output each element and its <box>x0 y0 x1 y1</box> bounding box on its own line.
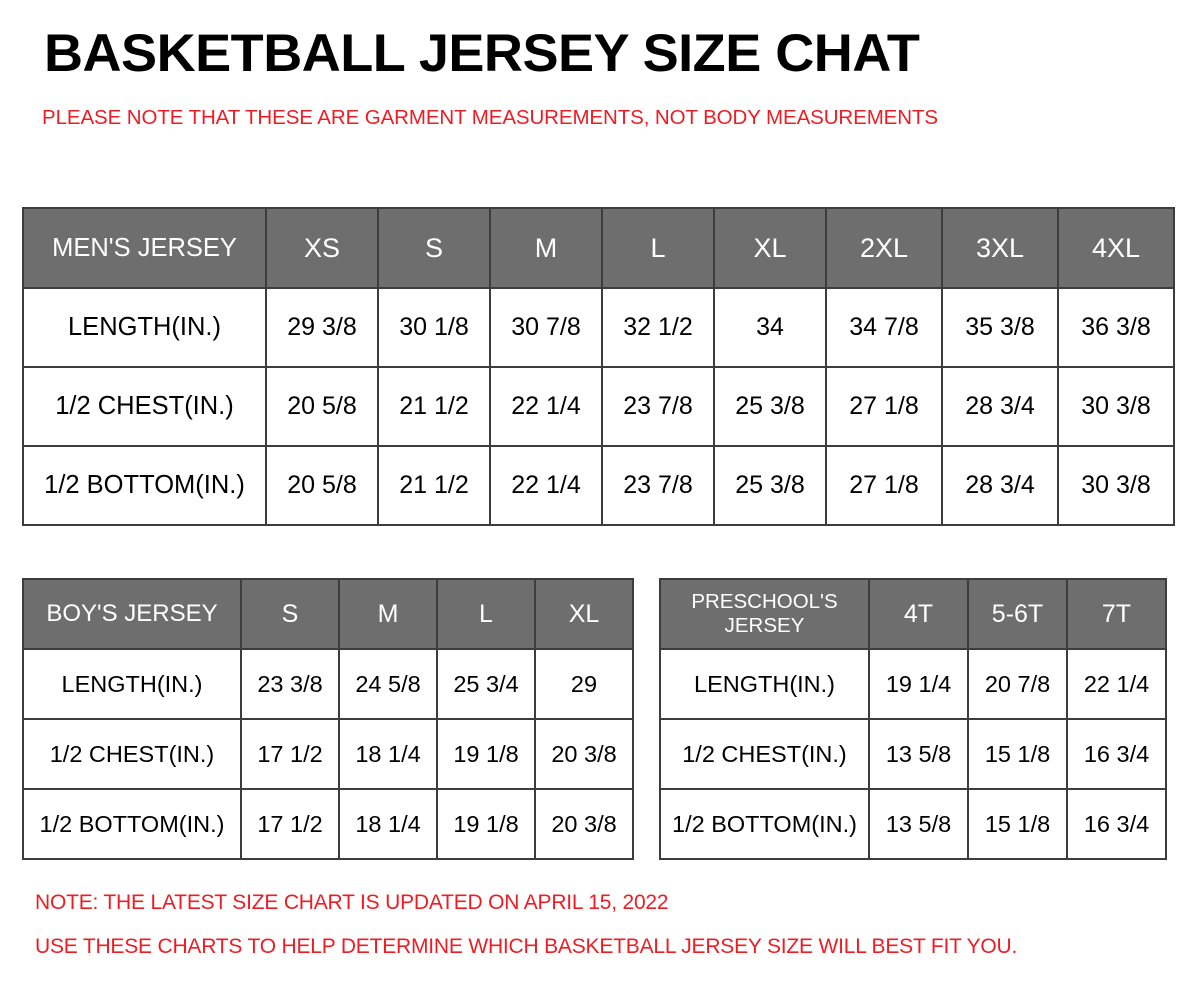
preschool-chest-7t: 16 3/4 <box>1066 718 1167 790</box>
mens-length-4xl: 36 3/8 <box>1057 287 1175 368</box>
boys-length-s: 23 3/8 <box>240 648 340 720</box>
mens-chest-xl: 25 3/8 <box>713 366 827 447</box>
mens-row-label-length: LENGTH(IN.) <box>22 287 267 368</box>
preschool-bottom-5-6t: 15 1/8 <box>967 788 1068 860</box>
mens-size-header-xs: XS <box>265 207 379 289</box>
preschool-bottom-7t: 16 3/4 <box>1066 788 1167 860</box>
boys-size-header-xl: XL <box>534 578 634 650</box>
boys-row-label-bottom: 1/2 BOTTOM(IN.) <box>22 788 242 860</box>
garment-measurement-note: PLEASE NOTE THAT THESE ARE GARMENT MEASU… <box>42 106 938 129</box>
preschool-chest-5-6t: 15 1/8 <box>967 718 1068 790</box>
preschool-row-label-length: LENGTH(IN.) <box>659 648 870 720</box>
mens-bottom-l: 23 7/8 <box>601 445 715 526</box>
boys-size-header-s: S <box>240 578 340 650</box>
boys-chest-l: 19 1/8 <box>436 718 536 790</box>
mens-length-2xl: 34 7/8 <box>825 287 943 368</box>
boys-table-title-cell: BOY'S JERSEY <box>22 578 242 650</box>
boys-bottom-xl: 20 3/8 <box>534 788 634 860</box>
footer-note-update-date: NOTE: THE LATEST SIZE CHART IS UPDATED O… <box>35 891 669 914</box>
preschool-size-header-4t: 4T <box>868 578 969 650</box>
preschool-chest-4t: 13 5/8 <box>868 718 969 790</box>
mens-size-header-s: S <box>377 207 491 289</box>
table-row: LENGTH(IN.) 23 3/8 24 5/8 25 3/4 29 <box>22 648 634 720</box>
mens-chest-m: 22 1/4 <box>489 366 603 447</box>
table-row: 1/2 CHEST(IN.) 17 1/2 18 1/4 19 1/8 20 3… <box>22 718 634 790</box>
footer-note-usage: USE THESE CHARTS TO HELP DETERMINE WHICH… <box>35 935 1018 958</box>
mens-length-s: 30 1/8 <box>377 287 491 368</box>
preschool-table-title-cell: PRESCHOOL'S JERSEY <box>659 578 870 650</box>
mens-bottom-xl: 25 3/8 <box>713 445 827 526</box>
mens-bottom-s: 21 1/2 <box>377 445 491 526</box>
boys-chest-m: 18 1/4 <box>338 718 438 790</box>
mens-bottom-3xl: 28 3/4 <box>941 445 1059 526</box>
mens-size-header-xl: XL <box>713 207 827 289</box>
mens-size-header-l: L <box>601 207 715 289</box>
table-row: LENGTH(IN.) 29 3/8 30 1/8 30 7/8 32 1/2 … <box>22 287 1175 368</box>
boys-bottom-l: 19 1/8 <box>436 788 536 860</box>
mens-jersey-size-table: MEN'S JERSEY XS S M L XL 2XL 3XL 4XL LEN… <box>22 207 1175 526</box>
boys-length-m: 24 5/8 <box>338 648 438 720</box>
preschool-table-header: PRESCHOOL'S JERSEY 4T 5-6T 7T <box>659 578 1167 650</box>
mens-length-xl: 34 <box>713 287 827 368</box>
boys-chest-s: 17 1/2 <box>240 718 340 790</box>
preschool-row-label-bottom: 1/2 BOTTOM(IN.) <box>659 788 870 860</box>
boys-bottom-m: 18 1/4 <box>338 788 438 860</box>
mens-length-m: 30 7/8 <box>489 287 603 368</box>
table-header-row: MEN'S JERSEY XS S M L XL 2XL 3XL 4XL <box>22 207 1175 289</box>
mens-table-title-cell: MEN'S JERSEY <box>22 207 267 289</box>
mens-bottom-m: 22 1/4 <box>489 445 603 526</box>
mens-bottom-2xl: 27 1/8 <box>825 445 943 526</box>
boys-row-label-chest: 1/2 CHEST(IN.) <box>22 718 242 790</box>
boys-jersey-size-table: BOY'S JERSEY S M L XL LENGTH(IN.) 23 3/8… <box>22 578 634 860</box>
mens-table-header: MEN'S JERSEY XS S M L XL 2XL 3XL 4XL <box>22 207 1175 289</box>
mens-chest-2xl: 27 1/8 <box>825 366 943 447</box>
preschool-row-label-chest: 1/2 CHEST(IN.) <box>659 718 870 790</box>
preschool-jersey-size-table: PRESCHOOL'S JERSEY 4T 5-6T 7T LENGTH(IN.… <box>659 578 1167 860</box>
preschool-length-4t: 19 1/4 <box>868 648 969 720</box>
boys-length-l: 25 3/4 <box>436 648 536 720</box>
table-row: 1/2 CHEST(IN.) 13 5/8 15 1/8 16 3/4 <box>659 718 1167 790</box>
mens-row-label-bottom: 1/2 BOTTOM(IN.) <box>22 445 267 526</box>
boys-chest-xl: 20 3/8 <box>534 718 634 790</box>
table-header-row: PRESCHOOL'S JERSEY 4T 5-6T 7T <box>659 578 1167 650</box>
preschool-length-7t: 22 1/4 <box>1066 648 1167 720</box>
boys-size-header-l: L <box>436 578 536 650</box>
boys-size-header-m: M <box>338 578 438 650</box>
mens-size-header-m: M <box>489 207 603 289</box>
table-row: LENGTH(IN.) 19 1/4 20 7/8 22 1/4 <box>659 648 1167 720</box>
table-row: 1/2 CHEST(IN.) 20 5/8 21 1/2 22 1/4 23 7… <box>22 366 1175 447</box>
preschool-size-header-7t: 7T <box>1066 578 1167 650</box>
mens-chest-4xl: 30 3/8 <box>1057 366 1175 447</box>
mens-size-header-3xl: 3XL <box>941 207 1059 289</box>
boys-bottom-s: 17 1/2 <box>240 788 340 860</box>
table-row: 1/2 BOTTOM(IN.) 17 1/2 18 1/4 19 1/8 20 … <box>22 788 634 860</box>
preschool-bottom-4t: 13 5/8 <box>868 788 969 860</box>
boys-table-body: LENGTH(IN.) 23 3/8 24 5/8 25 3/4 29 1/2 … <box>22 648 634 860</box>
mens-chest-xs: 20 5/8 <box>265 366 379 447</box>
mens-table-body: LENGTH(IN.) 29 3/8 30 1/8 30 7/8 32 1/2 … <box>22 287 1175 526</box>
mens-chest-l: 23 7/8 <box>601 366 715 447</box>
mens-bottom-4xl: 30 3/8 <box>1057 445 1175 526</box>
boys-row-label-length: LENGTH(IN.) <box>22 648 242 720</box>
boys-table-header: BOY'S JERSEY S M L XL <box>22 578 634 650</box>
preschool-length-5-6t: 20 7/8 <box>967 648 1068 720</box>
preschool-table-body: LENGTH(IN.) 19 1/4 20 7/8 22 1/4 1/2 CHE… <box>659 648 1167 860</box>
mens-length-l: 32 1/2 <box>601 287 715 368</box>
mens-length-xs: 29 3/8 <box>265 287 379 368</box>
boys-length-xl: 29 <box>534 648 634 720</box>
mens-length-3xl: 35 3/8 <box>941 287 1059 368</box>
mens-row-label-chest: 1/2 CHEST(IN.) <box>22 366 267 447</box>
mens-size-header-4xl: 4XL <box>1057 207 1175 289</box>
page-title: BASKETBALL JERSEY SIZE CHAT <box>44 24 920 83</box>
mens-chest-s: 21 1/2 <box>377 366 491 447</box>
mens-size-header-2xl: 2XL <box>825 207 943 289</box>
table-row: 1/2 BOTTOM(IN.) 13 5/8 15 1/8 16 3/4 <box>659 788 1167 860</box>
table-header-row: BOY'S JERSEY S M L XL <box>22 578 634 650</box>
preschool-size-header-5-6t: 5-6T <box>967 578 1068 650</box>
mens-chest-3xl: 28 3/4 <box>941 366 1059 447</box>
table-row: 1/2 BOTTOM(IN.) 20 5/8 21 1/2 22 1/4 23 … <box>22 445 1175 526</box>
mens-bottom-xs: 20 5/8 <box>265 445 379 526</box>
